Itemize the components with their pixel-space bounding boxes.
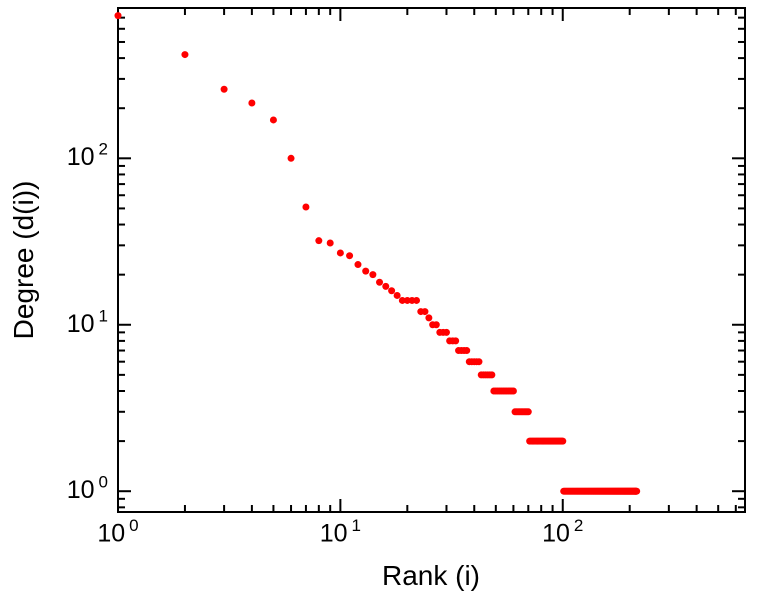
data-point xyxy=(398,296,406,304)
data-point xyxy=(302,203,310,211)
data-point xyxy=(488,371,496,379)
data-point xyxy=(463,347,471,355)
data-point xyxy=(346,252,354,260)
data-point xyxy=(382,282,390,290)
data-point xyxy=(452,337,460,345)
data-point xyxy=(315,237,323,245)
data-point xyxy=(524,408,532,416)
data-point xyxy=(376,278,384,286)
data-point xyxy=(509,387,517,395)
data-point xyxy=(475,358,483,366)
x-axis-label: Rank (i) xyxy=(381,560,481,591)
data-point xyxy=(354,261,362,269)
data-point xyxy=(114,12,122,20)
data-point xyxy=(362,267,370,275)
data-point xyxy=(388,287,396,295)
data-point xyxy=(425,314,433,322)
data-point xyxy=(269,116,277,124)
y-axis-label: Degree (d(i)) xyxy=(8,180,39,340)
data-point xyxy=(421,308,429,316)
data-point xyxy=(393,291,401,299)
data-point xyxy=(432,321,440,329)
data-point xyxy=(442,328,450,336)
data-point xyxy=(413,296,421,304)
data-point xyxy=(633,487,641,495)
data-point xyxy=(369,271,377,279)
plot-frame xyxy=(117,7,746,513)
data-point xyxy=(220,85,228,93)
data-point xyxy=(287,154,295,162)
data-point xyxy=(326,239,334,247)
data-point xyxy=(559,437,567,445)
data-point xyxy=(336,249,344,257)
data-point xyxy=(248,99,256,107)
data-point xyxy=(181,51,189,59)
